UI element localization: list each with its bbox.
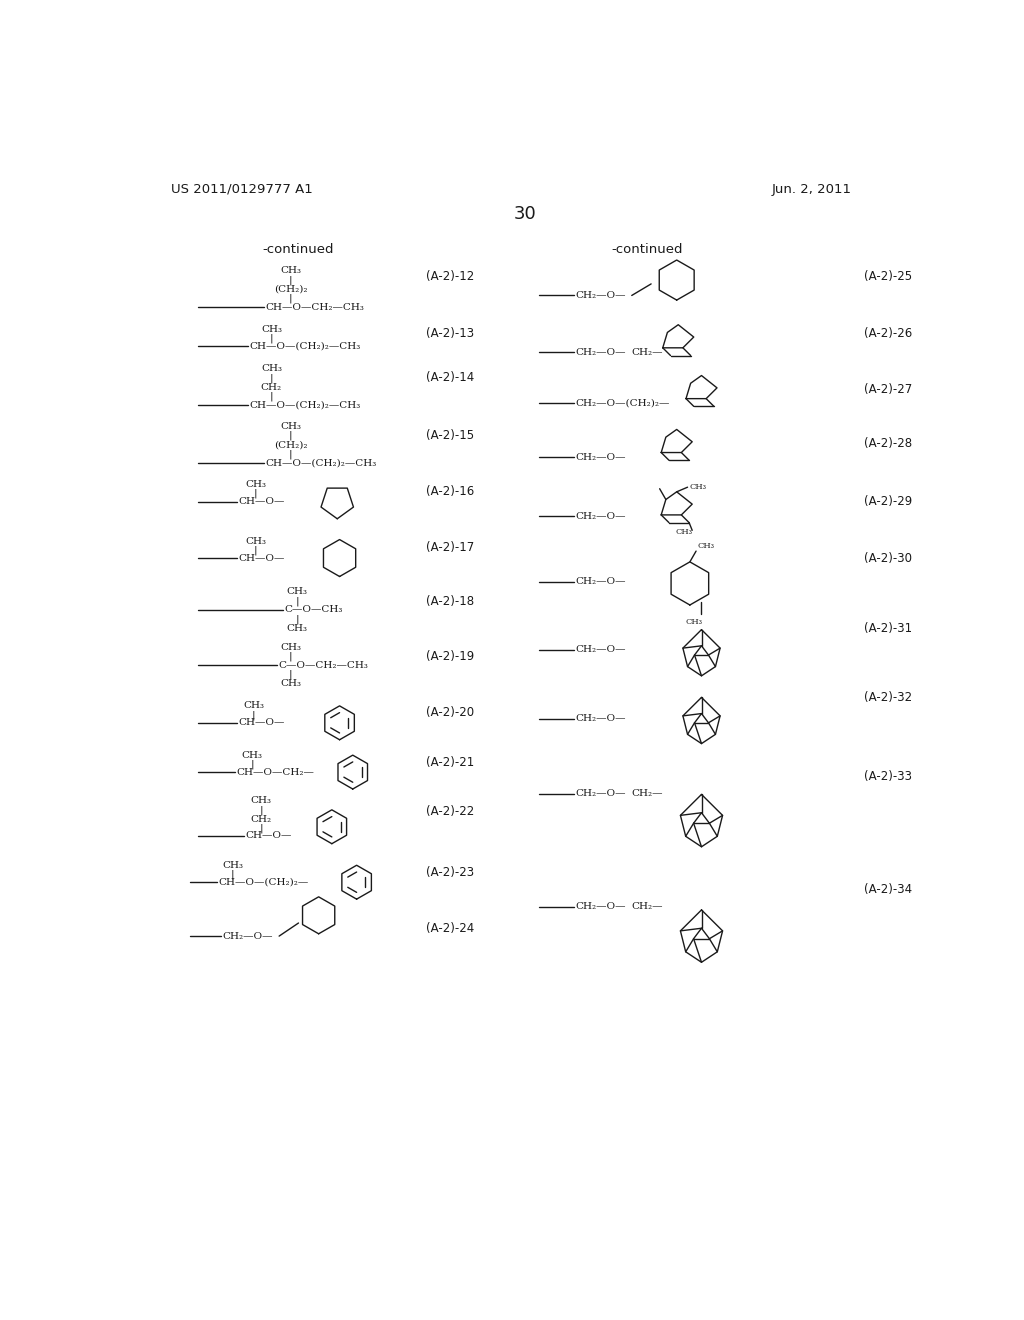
Text: CH₂: CH₂ (261, 383, 282, 392)
Text: |: | (269, 374, 273, 383)
Text: CH₃: CH₃ (287, 623, 307, 632)
Text: (A-2)-30: (A-2)-30 (864, 552, 912, 565)
Text: CH₃: CH₃ (246, 537, 266, 545)
Text: |: | (250, 759, 254, 770)
Text: |: | (289, 276, 293, 285)
Text: CH₂—O—: CH₂—O— (575, 348, 626, 356)
Text: CH₃: CH₃ (281, 265, 301, 275)
Text: CH₃: CH₃ (281, 678, 301, 688)
Text: (A-2)-29: (A-2)-29 (864, 495, 912, 508)
Text: (A-2)-33: (A-2)-33 (864, 770, 912, 783)
Text: CH—O—: CH—O— (238, 553, 285, 562)
Text: (A-2)-16: (A-2)-16 (426, 484, 475, 498)
Text: (A-2)-18: (A-2)-18 (426, 594, 474, 607)
Text: (A-2)-21: (A-2)-21 (426, 755, 475, 768)
Text: US 2011/0129777 A1: US 2011/0129777 A1 (171, 182, 312, 195)
Text: |: | (289, 430, 293, 441)
Text: (A-2)-27: (A-2)-27 (864, 383, 912, 396)
Text: CH₂—O—: CH₂—O— (575, 290, 626, 300)
Text: (A-2)-14: (A-2)-14 (426, 371, 475, 384)
Text: (A-2)-24: (A-2)-24 (426, 921, 475, 935)
Text: C—O—CH₂—CH₃: C—O—CH₂—CH₃ (279, 660, 369, 669)
Text: |: | (295, 614, 299, 623)
Text: Jun. 2, 2011: Jun. 2, 2011 (771, 182, 851, 195)
Text: CH₂—O—: CH₂—O— (575, 512, 626, 521)
Text: (A-2)-28: (A-2)-28 (864, 437, 912, 450)
Text: |: | (269, 334, 273, 343)
Text: CH₃: CH₃ (242, 751, 262, 759)
Text: CH₂—O—: CH₂—O— (222, 932, 273, 941)
Text: (CH₂)₂: (CH₂)₂ (274, 285, 307, 294)
Text: CH₃: CH₃ (243, 701, 264, 710)
Text: CH₃: CH₃ (685, 618, 702, 626)
Text: 30: 30 (513, 205, 537, 223)
Text: CH₂—O—: CH₂—O— (575, 714, 626, 723)
Text: (A-2)-15: (A-2)-15 (426, 429, 474, 442)
Text: CH₂: CH₂ (251, 814, 271, 824)
Text: (A-2)-26: (A-2)-26 (864, 327, 912, 341)
Text: CH₂—O—: CH₂—O— (575, 577, 626, 586)
Text: CH—O—: CH—O— (238, 498, 285, 507)
Text: |: | (269, 392, 273, 401)
Text: CH₃: CH₃ (281, 422, 301, 430)
Text: CH₂—: CH₂— (632, 903, 664, 911)
Text: CH₂—O—: CH₂—O— (575, 453, 626, 462)
Text: CH—O—(CH₂)₂—CH₃: CH—O—(CH₂)₂—CH₃ (250, 342, 360, 351)
Text: CH₃: CH₃ (697, 543, 715, 550)
Text: (A-2)-19: (A-2)-19 (426, 649, 475, 663)
Text: -continued: -continued (263, 243, 334, 256)
Text: |: | (289, 449, 293, 459)
Text: (A-2)-20: (A-2)-20 (426, 706, 474, 719)
Text: (A-2)-12: (A-2)-12 (426, 269, 475, 282)
Text: (A-2)-25: (A-2)-25 (864, 269, 912, 282)
Text: |: | (252, 710, 255, 719)
Text: (A-2)-34: (A-2)-34 (864, 883, 912, 896)
Text: CH₂—O—: CH₂—O— (575, 903, 626, 911)
Text: |: | (259, 824, 263, 833)
Text: CH—O—CH₂—CH₃: CH—O—CH₂—CH₃ (265, 302, 365, 312)
Text: CH—O—CH₂—: CH—O—CH₂— (237, 768, 314, 776)
Text: |: | (289, 294, 293, 304)
Text: -continued: -continued (611, 243, 683, 256)
Text: (A-2)-17: (A-2)-17 (426, 541, 475, 554)
Text: C—O—CH₃: C—O—CH₃ (285, 605, 343, 614)
Text: |: | (254, 488, 258, 498)
Text: CH—O—: CH—O— (238, 718, 285, 727)
Text: |: | (230, 870, 234, 879)
Text: |: | (295, 597, 299, 606)
Text: CH₂—: CH₂— (632, 348, 664, 356)
Text: |: | (254, 545, 258, 556)
Text: CH₃: CH₃ (676, 528, 693, 536)
Text: CH₃: CH₃ (261, 325, 282, 334)
Text: CH₂—O—: CH₂—O— (575, 645, 626, 655)
Text: (A-2)-13: (A-2)-13 (426, 327, 474, 341)
Text: CH—O—: CH—O— (246, 832, 292, 841)
Text: CH₂—O—: CH₂—O— (575, 789, 626, 799)
Text: CH₃: CH₃ (281, 643, 301, 652)
Text: (CH₂)₂: (CH₂)₂ (274, 441, 307, 449)
Text: CH₃: CH₃ (689, 483, 707, 491)
Text: |: | (289, 652, 293, 661)
Text: CH—O—(CH₂)₂—: CH—O—(CH₂)₂— (219, 878, 309, 887)
Text: (A-2)-31: (A-2)-31 (864, 622, 912, 635)
Text: CH₂—: CH₂— (632, 789, 664, 799)
Text: CH₃: CH₃ (246, 479, 266, 488)
Text: (A-2)-22: (A-2)-22 (426, 805, 475, 818)
Text: CH—O—(CH₂)₂—CH₃: CH—O—(CH₂)₂—CH₃ (265, 458, 377, 467)
Text: CH—O—(CH₂)₂—CH₃: CH—O—(CH₂)₂—CH₃ (250, 400, 360, 409)
Text: (A-2)-23: (A-2)-23 (426, 866, 474, 879)
Text: CH₃: CH₃ (222, 861, 243, 870)
Text: |: | (289, 669, 293, 678)
Text: CH₂—O—(CH₂)₂—: CH₂—O—(CH₂)₂— (575, 399, 670, 408)
Text: CH₃: CH₃ (261, 364, 282, 374)
Text: |: | (259, 805, 263, 814)
Text: (A-2)-32: (A-2)-32 (864, 690, 912, 704)
Text: CH₃: CH₃ (287, 587, 307, 597)
Text: CH₃: CH₃ (251, 796, 271, 805)
